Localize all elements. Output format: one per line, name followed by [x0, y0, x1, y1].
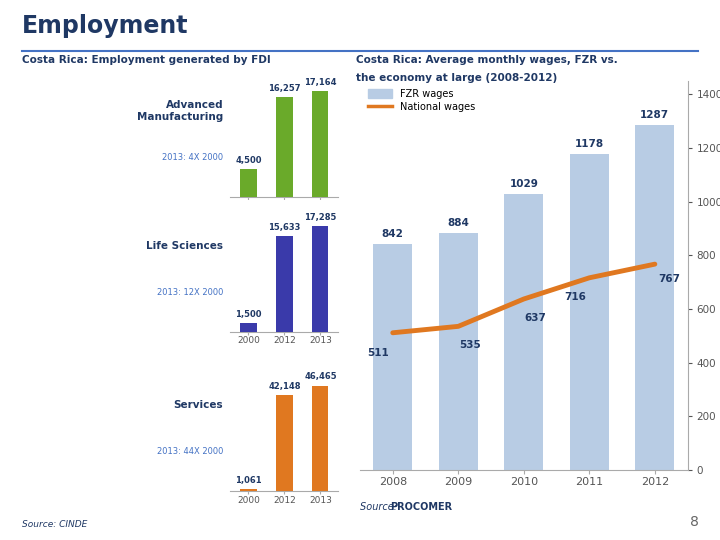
Text: 46,465: 46,465 — [304, 372, 337, 381]
Legend: FZR wages, National wages: FZR wages, National wages — [365, 86, 478, 114]
Bar — [240, 489, 256, 491]
Text: 767: 767 — [658, 274, 680, 284]
Bar — [570, 154, 609, 470]
Text: the economy at large (2008-2012): the economy at large (2008-2012) — [356, 73, 558, 83]
Text: 637: 637 — [525, 313, 546, 323]
Text: 17,285: 17,285 — [305, 213, 336, 222]
Text: Life Sciences: Life Sciences — [146, 241, 223, 251]
Text: 884: 884 — [447, 218, 469, 228]
Text: 1178: 1178 — [575, 139, 604, 149]
Bar — [240, 170, 256, 197]
Text: 842: 842 — [382, 229, 404, 239]
Text: 1029: 1029 — [509, 179, 539, 189]
Text: 17,164: 17,164 — [304, 78, 337, 87]
Bar — [276, 237, 292, 332]
Bar — [373, 244, 413, 470]
Text: Advanced
Manufacturing: Advanced Manufacturing — [137, 100, 223, 122]
Text: 1,061: 1,061 — [235, 476, 261, 485]
Bar — [438, 233, 478, 470]
Text: PROCOMER: PROCOMER — [390, 502, 452, 512]
Text: 16,257: 16,257 — [268, 84, 301, 93]
Bar — [312, 386, 328, 491]
Text: 535: 535 — [459, 340, 481, 350]
Text: 4,500: 4,500 — [235, 156, 261, 165]
Text: 716: 716 — [564, 292, 586, 302]
Text: Employment: Employment — [22, 14, 188, 37]
Text: 42,148: 42,148 — [268, 382, 301, 391]
Text: Source: CINDE: Source: CINDE — [22, 520, 87, 529]
Text: 2013: 4X 2000: 2013: 4X 2000 — [162, 153, 223, 162]
Bar — [240, 323, 256, 332]
Text: 8: 8 — [690, 515, 698, 529]
Text: 15,633: 15,633 — [269, 223, 300, 232]
Text: Services: Services — [174, 400, 223, 410]
Bar — [504, 194, 544, 470]
Text: 511: 511 — [367, 348, 390, 357]
Bar — [635, 125, 675, 470]
Text: 1287: 1287 — [640, 110, 670, 120]
Text: Source:: Source: — [360, 502, 400, 512]
Text: Costa Rica: Employment generated by FDI: Costa Rica: Employment generated by FDI — [22, 55, 270, 65]
Bar — [276, 97, 292, 197]
Text: 2013: 44X 2000: 2013: 44X 2000 — [157, 447, 223, 456]
Text: 2013: 12X 2000: 2013: 12X 2000 — [157, 288, 223, 297]
Bar — [312, 226, 328, 332]
Bar — [312, 91, 328, 197]
Bar — [276, 395, 292, 491]
Text: 1,500: 1,500 — [235, 309, 261, 319]
Text: Costa Rica: Average monthly wages, FZR vs.: Costa Rica: Average monthly wages, FZR v… — [356, 55, 618, 65]
